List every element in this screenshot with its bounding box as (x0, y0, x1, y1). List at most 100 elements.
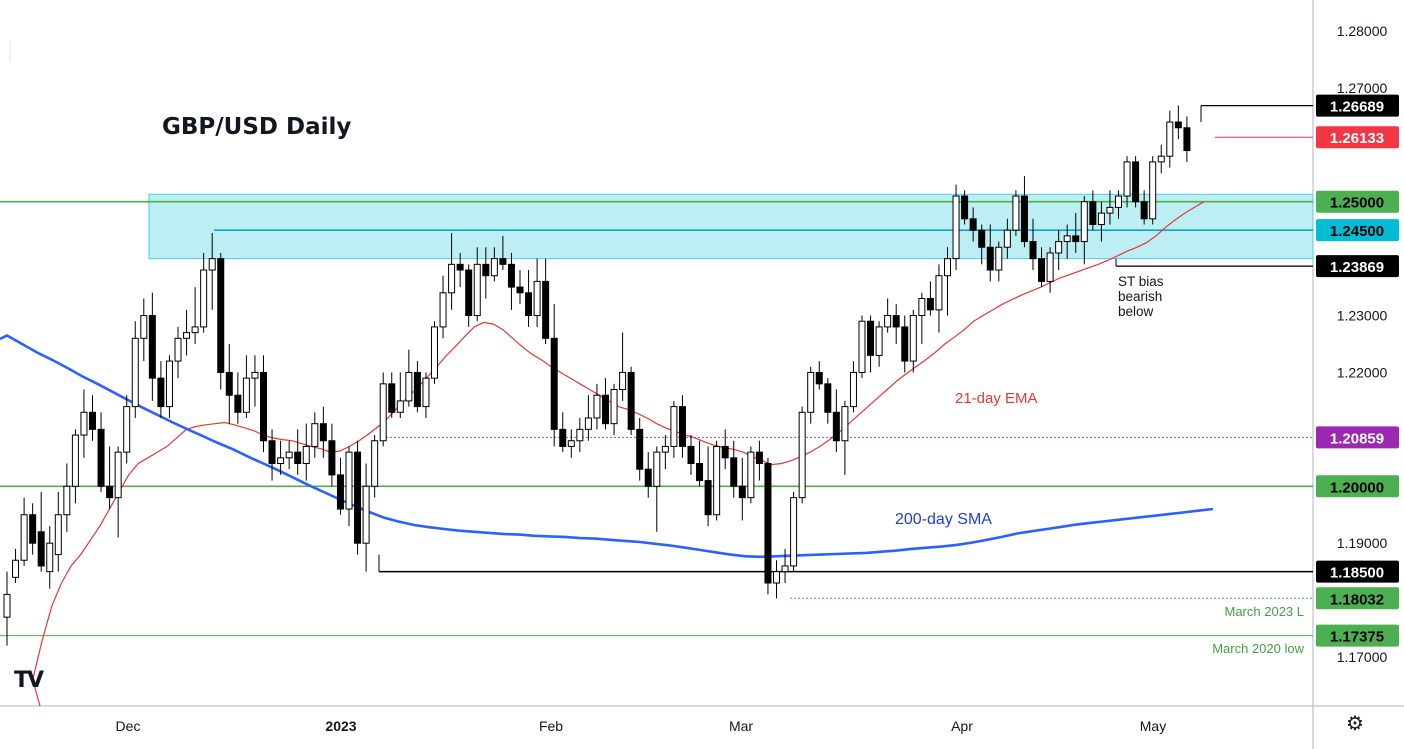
candle-body[interactable] (644, 468, 652, 487)
candle-body[interactable] (413, 371, 421, 408)
candle-body[interactable] (918, 297, 926, 317)
candle-body[interactable] (627, 371, 635, 430)
candle-body[interactable] (696, 463, 704, 482)
candle-body[interactable] (747, 451, 755, 499)
candle-body[interactable] (1055, 241, 1063, 254)
candle-body[interactable] (1072, 235, 1080, 243)
candle-body[interactable] (89, 411, 96, 430)
candle-body[interactable] (388, 383, 396, 413)
candle-body[interactable] (63, 485, 71, 516)
candle-body[interactable] (123, 406, 131, 453)
candle-body[interactable] (200, 269, 208, 328)
candle-body[interactable] (465, 269, 473, 317)
candle-body[interactable] (1038, 258, 1046, 282)
candle-body[interactable] (978, 229, 986, 248)
candle-body[interactable] (986, 246, 994, 271)
candle-body[interactable] (37, 531, 45, 567)
candle-body[interactable] (798, 411, 806, 499)
candle-body[interactable] (1089, 201, 1097, 225)
candle-body[interactable] (926, 297, 934, 311)
candle-body[interactable] (251, 371, 259, 379)
candle-body[interactable] (1080, 201, 1088, 243)
candle-body[interactable] (328, 440, 336, 476)
candle-body[interactable] (46, 542, 54, 573)
candle-body[interactable] (713, 445, 721, 516)
candle-body[interactable] (849, 371, 857, 408)
candle-body[interactable] (165, 360, 173, 408)
candle-body[interactable] (499, 258, 507, 265)
candle-body[interactable] (687, 445, 695, 465)
candle-body[interactable] (602, 394, 609, 425)
candle-body[interactable] (1140, 201, 1148, 220)
candle-body[interactable] (584, 417, 592, 430)
candle-body[interactable] (242, 377, 250, 413)
candle-body[interactable] (345, 451, 353, 510)
candle-body[interactable] (790, 497, 798, 567)
candle-body[interactable] (542, 280, 550, 339)
candle-body[interactable] (20, 514, 28, 561)
candle-body[interactable] (892, 315, 900, 328)
candle-body[interactable] (935, 275, 943, 311)
candle-body[interactable] (1046, 252, 1054, 282)
candle-body[interactable] (764, 463, 772, 584)
candle-body[interactable] (815, 371, 823, 385)
candle-body[interactable] (106, 485, 114, 499)
candle-body[interactable] (1123, 161, 1131, 197)
candle-body[interactable] (379, 383, 387, 442)
candle-body[interactable] (490, 258, 498, 277)
candle-body[interactable] (755, 451, 763, 465)
candle-body[interactable] (431, 326, 438, 379)
candle-body[interactable] (738, 485, 746, 499)
candle-body[interactable] (961, 195, 969, 220)
candle-body[interactable] (516, 286, 524, 294)
candle-body[interactable] (285, 451, 293, 459)
candle-body[interactable] (260, 371, 267, 442)
candle-body[interactable] (157, 377, 165, 408)
candle-body[interactable] (619, 371, 627, 391)
candle-body[interactable] (995, 246, 1003, 271)
candle-body[interactable] (302, 445, 310, 465)
candle-body[interactable] (3, 593, 11, 618)
candle-body[interactable] (371, 440, 379, 487)
candle-body[interactable] (533, 280, 541, 317)
candle-body[interactable] (875, 326, 883, 356)
candle-body[interactable] (781, 565, 789, 573)
candle-body[interactable] (1149, 161, 1157, 220)
candle-body[interactable] (29, 514, 37, 544)
candle-body[interactable] (448, 263, 456, 294)
candle-body[interactable] (1063, 235, 1071, 243)
candle-body[interactable] (867, 320, 875, 356)
candle-body[interactable] (191, 326, 199, 334)
candle-body[interactable] (12, 559, 20, 578)
candle-body[interactable] (832, 411, 840, 442)
candle-body[interactable] (148, 315, 156, 379)
candle-body[interactable] (952, 195, 960, 260)
candle-body[interactable] (54, 514, 62, 556)
candle-body[interactable] (944, 258, 951, 277)
candle-body[interactable] (183, 332, 191, 339)
candle-body[interactable] (268, 440, 276, 465)
candle-body[interactable] (730, 457, 738, 487)
candle-body[interactable] (217, 258, 225, 373)
candle-body[interactable] (140, 315, 148, 339)
candle-body[interactable] (1132, 161, 1140, 203)
candle-body[interactable] (909, 315, 917, 362)
candle-body[interactable] (593, 394, 601, 419)
candle-body[interactable] (1029, 241, 1037, 260)
candle-body[interactable] (858, 320, 866, 373)
candle-body[interactable] (824, 383, 832, 413)
candle-body[interactable] (473, 263, 481, 317)
candle-body[interactable] (114, 451, 122, 499)
candle-body[interactable] (807, 371, 815, 413)
candle-body[interactable] (362, 485, 370, 544)
candle-body[interactable] (678, 406, 686, 447)
candle-body[interactable] (97, 428, 105, 487)
candle-body[interactable] (131, 337, 139, 408)
candle-body[interactable] (670, 406, 678, 447)
candle-body[interactable] (405, 371, 413, 402)
candle-body[interactable] (653, 451, 661, 487)
candle-body[interactable] (1012, 195, 1020, 231)
candle-body[interactable] (1003, 229, 1011, 248)
candle-body[interactable] (294, 451, 302, 465)
